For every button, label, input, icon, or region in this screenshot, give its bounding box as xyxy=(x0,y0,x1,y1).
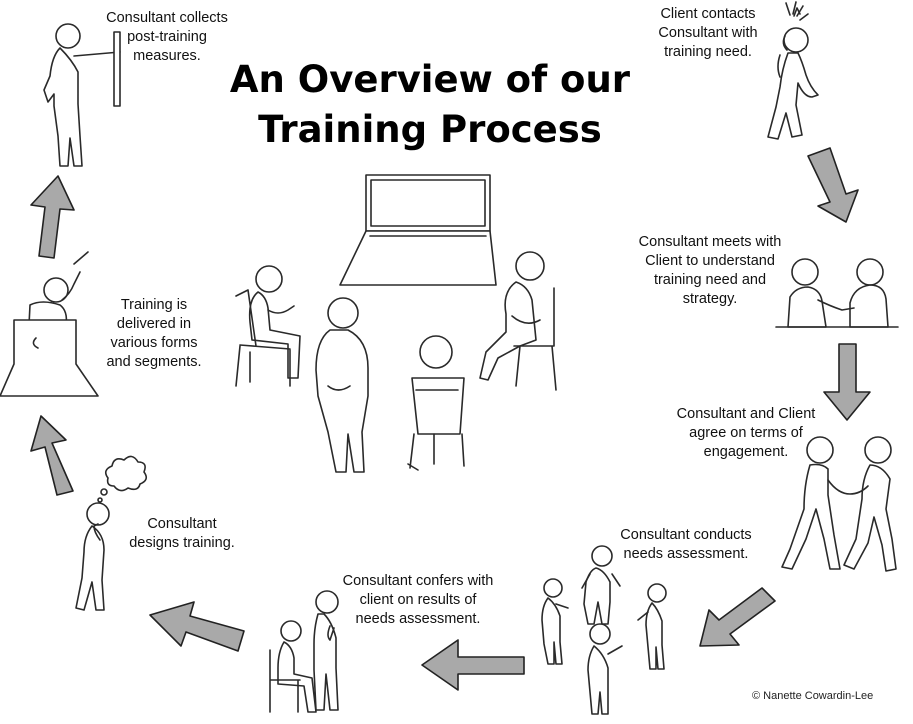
flow-arrow-4 xyxy=(421,639,525,691)
caption-line: Consultant and Client xyxy=(676,406,816,422)
caption-designs-training: Consultant designs training. xyxy=(116,515,248,553)
caption-line: needs assessment. xyxy=(355,611,481,627)
flow-arrow-1 xyxy=(807,147,859,223)
flow-arrow-2 xyxy=(823,343,871,421)
caption-line: engagement. xyxy=(703,444,789,460)
caption-line: Consultant with xyxy=(658,25,758,41)
figure-client-phone xyxy=(767,1,819,140)
caption-line: Training is xyxy=(120,297,188,313)
caption-line: designs training. xyxy=(129,535,235,551)
page-title: An Overview of our Training Process xyxy=(200,55,660,155)
center-training-scene xyxy=(235,174,557,473)
figure-designer-thinking xyxy=(75,455,148,611)
caption-line: Client to understand xyxy=(645,253,775,269)
figure-handshake xyxy=(781,436,897,572)
copyright-notice: © Nanette Cowardin-Lee xyxy=(752,690,874,702)
title-line-1: An Overview of our xyxy=(229,58,631,101)
figure-consultant-meeting xyxy=(775,258,899,328)
caption-needs-assessment: Consultant conducts needs assessment. xyxy=(606,526,766,564)
caption-client-contact: Client contacts Consultant with training… xyxy=(638,5,778,62)
figure-conferring xyxy=(269,590,339,713)
caption-line: measures. xyxy=(133,48,201,64)
caption-consultant-meets: Consultant meets with Client to understa… xyxy=(622,233,798,309)
caption-line: Consultant xyxy=(147,516,217,532)
caption-line: Client contacts xyxy=(660,6,756,22)
caption-line: Consultant conducts xyxy=(620,527,752,543)
caption-line: various forms xyxy=(110,335,198,351)
flow-arrow-3 xyxy=(699,587,776,647)
caption-line: and segments. xyxy=(106,354,202,370)
caption-line: strategy. xyxy=(682,291,738,307)
caption-line: training need and xyxy=(653,272,767,288)
figure-measuring xyxy=(43,23,121,167)
caption-line: Consultant confers with xyxy=(342,573,494,589)
caption-line: agree on terms of xyxy=(689,425,803,441)
caption-confers-results: Consultant confers with client on result… xyxy=(326,572,510,629)
flow-arrow-5 xyxy=(149,601,245,652)
title-line-2: Training Process xyxy=(258,108,602,151)
caption-training-delivered: Training is delivered in various forms a… xyxy=(94,296,214,372)
caption-post-training: Consultant collects post-training measur… xyxy=(92,9,242,66)
caption-line: delivered in xyxy=(116,316,192,332)
caption-line: post-training xyxy=(127,29,207,45)
caption-line: client on results of xyxy=(359,592,477,608)
flow-arrow-6 xyxy=(30,415,74,496)
figure-assessment-group xyxy=(541,545,667,715)
caption-line: Consultant collects xyxy=(106,10,228,26)
caption-line: needs assessment. xyxy=(623,546,749,562)
caption-line: training need. xyxy=(664,44,752,60)
caption-line: Consultant meets with xyxy=(638,234,782,250)
figure-presenter xyxy=(0,251,99,397)
caption-agree-terms: Consultant and Client agree on terms of … xyxy=(660,405,832,462)
flow-arrow-7 xyxy=(30,175,75,259)
